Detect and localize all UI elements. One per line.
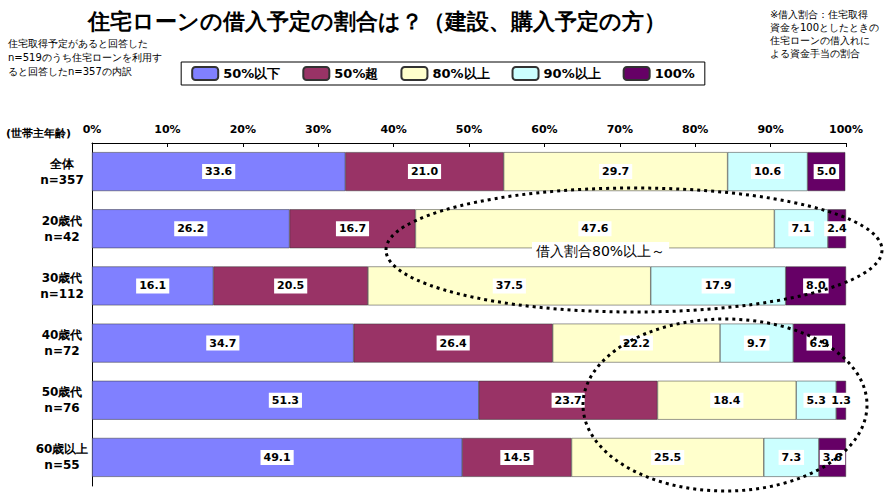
svg-text:n=519のうち住宅ローンを利用す: n=519のうち住宅ローンを利用す bbox=[8, 52, 162, 63]
svg-text:49.1: 49.1 bbox=[264, 451, 291, 464]
svg-text:18.4: 18.4 bbox=[713, 394, 740, 407]
svg-text:26.4: 26.4 bbox=[440, 337, 467, 350]
svg-text:よる資金手当の割合: よる資金手当の割合 bbox=[770, 48, 860, 59]
svg-text:5.0: 5.0 bbox=[817, 165, 837, 178]
svg-text:40歳代: 40歳代 bbox=[42, 328, 83, 342]
svg-text:資金を100としたときの: 資金を100としたときの bbox=[770, 22, 879, 33]
svg-text:50%以下: 50%以下 bbox=[223, 66, 280, 81]
svg-text:47.6: 47.6 bbox=[581, 222, 608, 235]
svg-text:n=42: n=42 bbox=[44, 230, 79, 244]
svg-text:80%: 80% bbox=[682, 123, 708, 136]
svg-text:30%: 30% bbox=[305, 123, 331, 136]
svg-text:33.6: 33.6 bbox=[205, 165, 232, 178]
svg-text:n=72: n=72 bbox=[44, 344, 79, 358]
svg-text:9.7: 9.7 bbox=[747, 337, 767, 350]
svg-text:22.2: 22.2 bbox=[622, 336, 650, 350]
svg-text:30歳代: 30歳代 bbox=[42, 271, 83, 285]
svg-text:※借入割合：住宅取得: ※借入割合：住宅取得 bbox=[770, 9, 868, 20]
svg-text:50歳代: 50歳代 bbox=[42, 385, 83, 399]
svg-text:14.5: 14.5 bbox=[503, 451, 530, 464]
svg-text:ると回答したn=357の内訳: ると回答したn=357の内訳 bbox=[8, 66, 132, 77]
svg-text:10%: 10% bbox=[154, 123, 180, 136]
svg-text:全体: 全体 bbox=[49, 157, 75, 171]
svg-text:0%: 0% bbox=[83, 123, 102, 136]
svg-text:住宅ローンの借入予定の割合は？（建設、購入予定の方）: 住宅ローンの借入予定の割合は？（建設、購入予定の方） bbox=[87, 9, 666, 34]
svg-text:n=55: n=55 bbox=[44, 458, 79, 472]
svg-text:29.7: 29.7 bbox=[602, 165, 629, 178]
svg-text:60歳以上: 60歳以上 bbox=[36, 442, 89, 456]
svg-text:8.0: 8.0 bbox=[806, 279, 826, 292]
svg-text:51.3: 51.3 bbox=[272, 394, 299, 407]
svg-text:n=357: n=357 bbox=[40, 173, 84, 187]
svg-text:n=76: n=76 bbox=[44, 401, 79, 415]
svg-text:90%: 90% bbox=[757, 123, 783, 136]
svg-text:2.4: 2.4 bbox=[827, 222, 847, 235]
svg-text:住宅取得予定があると回答した: 住宅取得予定があると回答した bbox=[8, 38, 148, 49]
svg-text:26.2: 26.2 bbox=[177, 222, 204, 235]
svg-text:6.9: 6.9 bbox=[809, 337, 829, 350]
svg-text:7.1: 7.1 bbox=[791, 222, 811, 235]
svg-text:10.6: 10.6 bbox=[754, 165, 781, 178]
svg-text:70%: 70% bbox=[607, 123, 633, 136]
svg-text:住宅ローンの借入れに: 住宅ローンの借入れに bbox=[770, 35, 870, 46]
svg-text:5.3: 5.3 bbox=[806, 394, 826, 407]
svg-text:7.3: 7.3 bbox=[782, 451, 802, 464]
svg-text:40%: 40% bbox=[380, 123, 406, 136]
svg-text:n=112: n=112 bbox=[40, 287, 84, 301]
svg-text:16.1: 16.1 bbox=[139, 279, 166, 292]
svg-text:20%: 20% bbox=[230, 123, 256, 136]
svg-text:20.5: 20.5 bbox=[277, 279, 304, 292]
svg-text:23.7: 23.7 bbox=[555, 394, 582, 407]
svg-text:50%: 50% bbox=[456, 123, 482, 136]
svg-text:100%: 100% bbox=[655, 66, 695, 81]
svg-text:1.3: 1.3 bbox=[831, 394, 851, 407]
svg-text:17.9: 17.9 bbox=[705, 279, 732, 292]
svg-text:21.0: 21.0 bbox=[411, 165, 438, 178]
svg-text:(世帯主年齢): (世帯主年齢) bbox=[6, 127, 71, 140]
svg-text:100%: 100% bbox=[829, 123, 863, 136]
svg-text:90%以上: 90%以上 bbox=[544, 66, 601, 81]
svg-text:16.7: 16.7 bbox=[339, 222, 366, 235]
svg-text:3.6: 3.6 bbox=[823, 451, 843, 464]
svg-text:60%: 60% bbox=[531, 123, 557, 136]
svg-text:借入割合80%以上～: 借入割合80%以上～ bbox=[536, 243, 665, 259]
svg-text:80%以上: 80%以上 bbox=[432, 66, 489, 81]
svg-text:25.5: 25.5 bbox=[654, 451, 681, 464]
svg-text:20歳代: 20歳代 bbox=[42, 214, 83, 228]
svg-text:34.7: 34.7 bbox=[209, 337, 236, 350]
svg-text:50%超: 50%超 bbox=[334, 66, 378, 81]
svg-text:37.5: 37.5 bbox=[496, 279, 523, 292]
